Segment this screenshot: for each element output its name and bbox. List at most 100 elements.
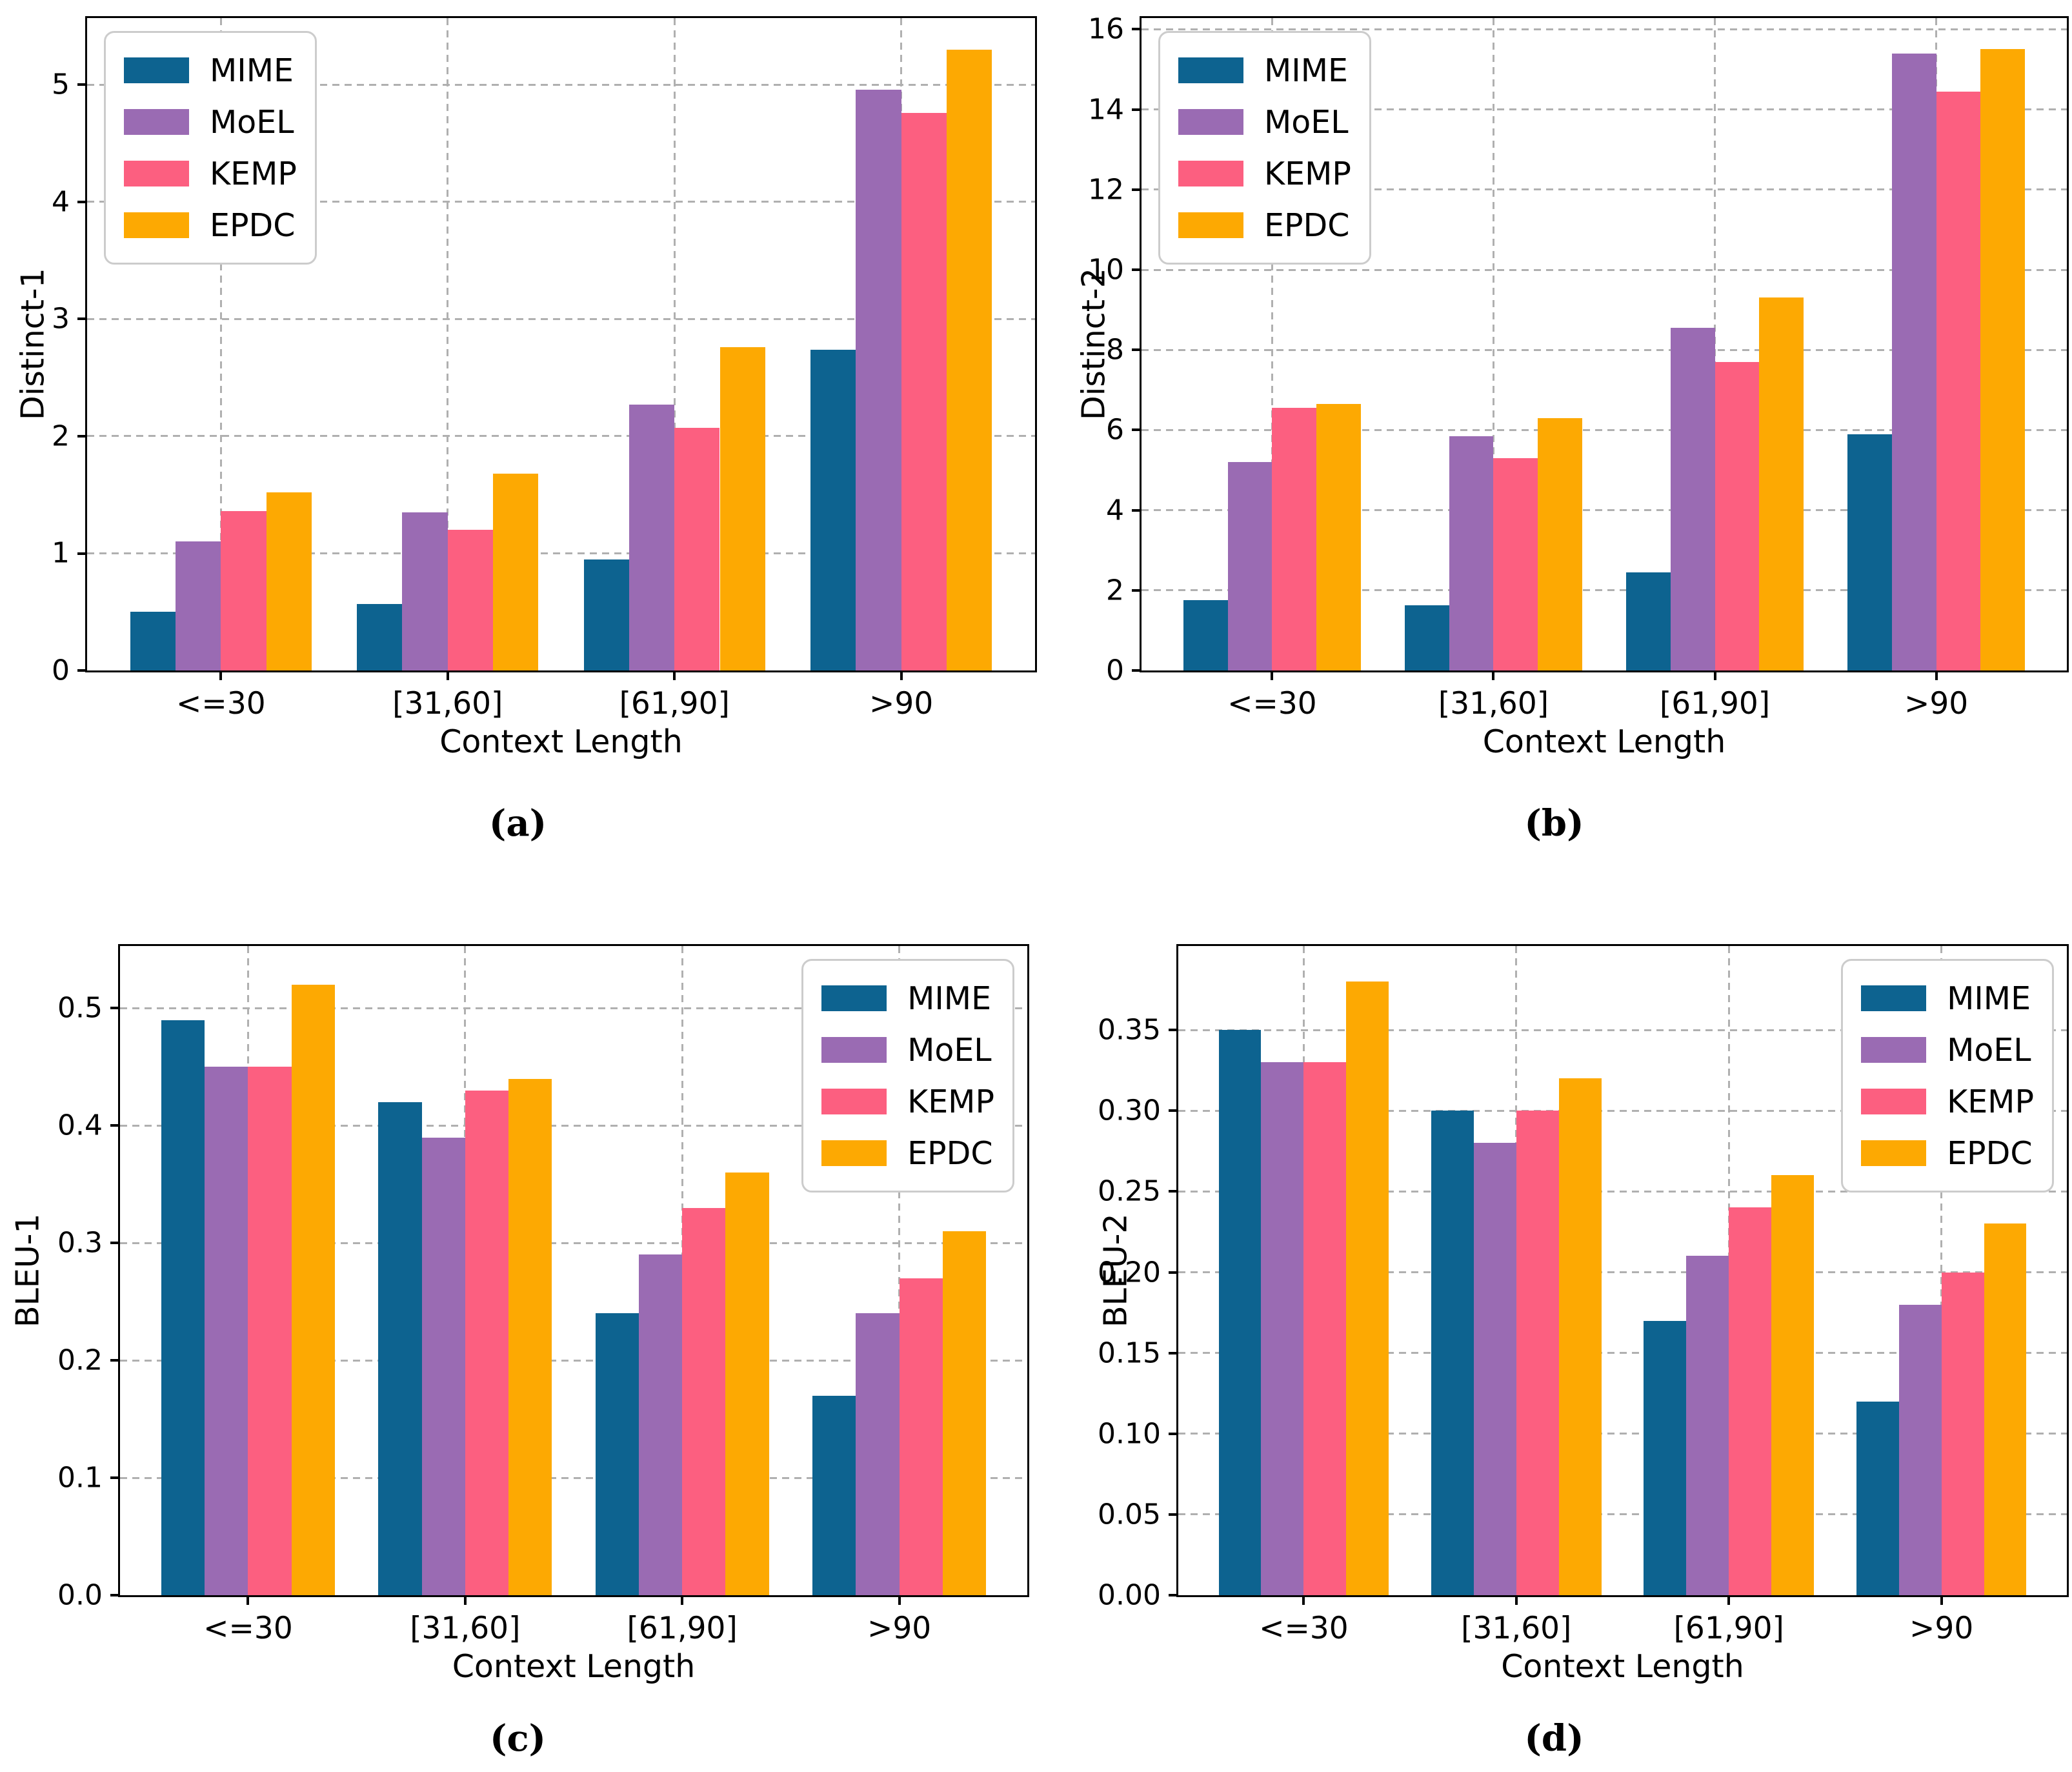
y-tick-mark	[77, 83, 87, 86]
legend: MIME MoEL KEMP EPDC	[1158, 31, 1371, 265]
y-tick-mark	[1169, 1594, 1178, 1596]
x-tick-label: [31,60]	[410, 1611, 521, 1646]
legend-swatch-MoEL	[1178, 109, 1243, 135]
bar-EPDC->90	[942, 1231, 987, 1595]
legend: MIME MoEL KEMP EPDC	[104, 31, 317, 265]
gridline-v	[447, 18, 449, 670]
x-axis-label: Context Length	[1482, 723, 1726, 760]
y-tick-label: 0.10	[1098, 1417, 1161, 1451]
bar-KEMP-[31,60]	[447, 530, 494, 670]
x-tick-label: [31,60]	[392, 686, 503, 721]
legend-label: EPDC	[210, 206, 296, 244]
gridline-h	[1178, 1433, 2067, 1435]
legend-item-MoEL: MoEL	[124, 96, 297, 148]
legend-swatch-MIME	[124, 57, 189, 83]
x-tick-label: [61,90]	[1673, 1611, 1784, 1646]
bar-EPDC-[61,90]	[1759, 297, 1804, 670]
y-tick-label: 0	[1106, 654, 1124, 687]
gridline-h	[1178, 1029, 2067, 1031]
plot-area: Context Length 0 1 2 3 4 5 <=30 [31,60] [61,90] >…	[52, 16, 1037, 760]
legend-item-EPDC: EPDC	[1178, 199, 1351, 251]
x-tick-label: <=30	[1259, 1611, 1349, 1646]
bar-MoEL-[61,90]	[1686, 1256, 1729, 1595]
bar-MIME-[61,90]	[1644, 1320, 1687, 1595]
gridline-h	[120, 1007, 1027, 1009]
x-tick-mark	[1935, 670, 1938, 680]
y-tick-label: 4	[1106, 494, 1124, 527]
plot-area: Context Length 0 2 4 6 8 10 12 14 16 <=30 [31,60] […	[1088, 13, 2069, 760]
x-tick-label: >90	[1904, 686, 1969, 721]
bar-MoEL-[61,90]	[638, 1254, 683, 1595]
bar-MIME-[61,90]	[583, 559, 629, 670]
y-tick-label: 0.25	[1098, 1174, 1161, 1208]
gridline-h	[120, 1242, 1027, 1244]
y-tick-mark	[77, 552, 87, 555]
y-tick-label: 0.15	[1098, 1336, 1161, 1370]
x-tick-mark	[219, 670, 223, 680]
bar-MIME-[31,60]	[378, 1102, 422, 1595]
x-tick-mark	[1514, 1595, 1518, 1605]
bar-EPDC-[61,90]	[725, 1173, 769, 1595]
legend: MIME MoEL KEMP EPDC	[801, 959, 1014, 1193]
bar-MIME-[61,90]	[595, 1313, 639, 1595]
y-tick-label: 0.0	[57, 1578, 103, 1612]
y-tick-label: 5	[52, 68, 70, 101]
y-tick-mark	[77, 434, 87, 438]
legend-item-EPDC: EPDC	[821, 1127, 994, 1179]
gridline-h	[1142, 589, 2067, 592]
gridline-h	[1142, 188, 2067, 191]
y-tick-mark	[110, 1007, 120, 1010]
legend-swatch-KEMP	[124, 161, 189, 186]
legend-label: MIME	[1264, 52, 1348, 89]
bar-MoEL-<=30	[1261, 1062, 1304, 1595]
bar-MoEL->90	[856, 89, 901, 670]
y-tick-label: 2	[1106, 574, 1124, 607]
x-tick-label: >90	[1909, 1611, 1974, 1646]
x-tick-mark	[1271, 670, 1274, 680]
bar-MoEL-[31,60]	[402, 512, 448, 670]
gridline-v	[1492, 18, 1494, 670]
bar-MIME-<=30	[161, 1020, 205, 1595]
bar-MoEL-[61,90]	[1670, 328, 1715, 670]
x-tick-mark	[1492, 670, 1495, 680]
bar-KEMP-<=30	[248, 1067, 292, 1595]
x-tick-label: [31,60]	[1461, 1611, 1572, 1646]
legend-swatch-MIME	[1861, 985, 1927, 1011]
x-tick-label: [61,90]	[627, 1611, 738, 1646]
legend-item-KEMP: KEMP	[821, 1076, 994, 1127]
gridline-h	[120, 1359, 1027, 1362]
x-tick-label: [61,90]	[1659, 686, 1771, 721]
y-tick-mark	[110, 1359, 120, 1362]
legend-swatch-EPDC	[1861, 1140, 1927, 1166]
y-tick-mark	[1169, 1029, 1178, 1032]
subplot-a: Distinct-1 Context Length 0 1 2 3 4 5 <=30 [31,…	[0, 0, 1037, 886]
gridline-h	[87, 435, 1035, 438]
y-tick-mark	[1169, 1271, 1178, 1274]
bar-KEMP-[61,90]	[682, 1207, 726, 1595]
x-tick-mark	[1713, 670, 1716, 680]
gridline-h	[87, 83, 1035, 86]
x-tick-mark	[1727, 1595, 1731, 1605]
gridline-v	[219, 18, 222, 670]
x-tick-mark	[1302, 1595, 1305, 1605]
bar-MoEL-[31,60]	[1473, 1143, 1516, 1595]
y-tick-label: 4	[52, 185, 70, 219]
bar-EPDC->90	[1984, 1223, 2027, 1595]
gridline-h	[87, 552, 1035, 554]
legend-swatch-KEMP	[821, 1089, 887, 1114]
legend-swatch-MoEL	[821, 1037, 887, 1063]
gridline-h	[87, 201, 1035, 203]
y-tick-label: 0.35	[1098, 1013, 1161, 1047]
subplot-caption: (a)	[488, 802, 547, 845]
y-tick-label: 12	[1088, 173, 1124, 206]
x-tick-label: <=30	[176, 686, 266, 721]
x-tick-mark	[898, 1595, 901, 1605]
y-tick-mark	[110, 1594, 120, 1596]
y-tick-mark	[1169, 1432, 1178, 1435]
y-tick-mark	[1132, 188, 1142, 191]
legend-label: MIME	[1947, 980, 2031, 1017]
y-tick-mark	[1132, 508, 1142, 512]
legend-swatch-KEMP	[1861, 1089, 1927, 1114]
y-tick-mark	[1169, 1513, 1178, 1516]
bar-EPDC-<=30	[291, 985, 335, 1595]
